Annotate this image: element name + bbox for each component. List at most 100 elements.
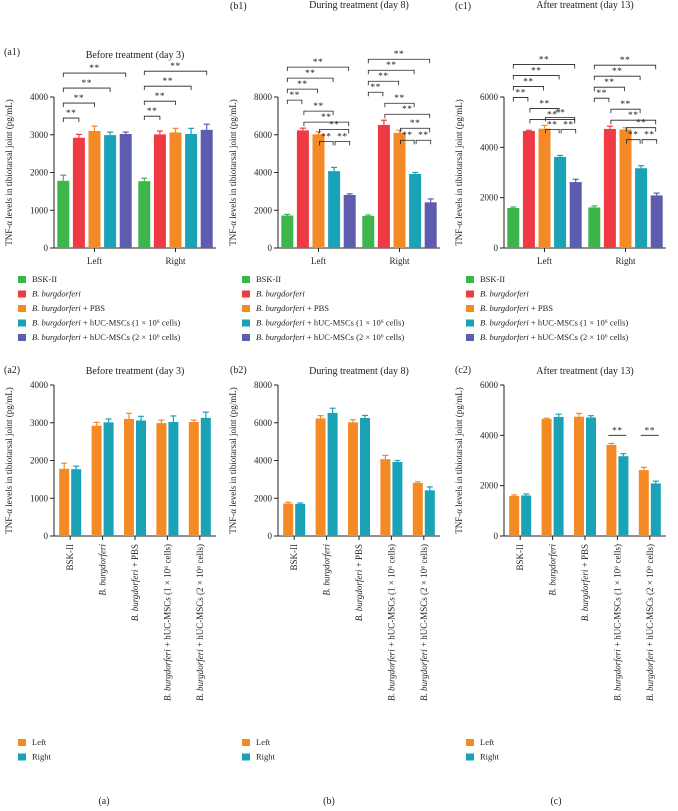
significance-label: ** [402,105,413,115]
bar [619,129,632,248]
chart-a1: Before treatment (day 3) TNF-α levels in … [4,50,216,266]
bar [169,132,182,248]
bar [360,418,370,536]
y-tick-label: 4000 [254,456,273,466]
y-tick-label: 6000 [480,92,499,102]
significance-bracket [62,87,111,93]
bar [618,456,629,536]
legend-swatch [18,290,26,298]
panel-label-a1: (a1) [4,47,20,58]
significance-label: ** [644,131,655,141]
significance-bracket [400,127,431,133]
significance-label: ** [313,58,324,68]
bar [153,134,166,248]
x-tick-label: B. burgdorferi [322,544,332,596]
bar [553,416,564,536]
significance-bracket [529,119,576,124]
bar [136,420,146,536]
y-tick-label: 2000 [480,193,499,203]
significance-bracket [512,64,576,69]
significance-label: ** [515,88,526,98]
legend-swatch [466,319,474,327]
side-legend-1: Left Right [242,737,276,762]
x-tick-label: B. burgdorferi [548,544,558,596]
significance-bracket [560,128,577,134]
legend-label: B. burgdorferi + hUC-MSCs (1 × 10⁶ cells… [480,318,628,328]
significance-bracket [593,75,641,81]
bar [588,207,601,248]
caption-a: (a) [98,796,109,807]
legend-label: Left [480,737,495,747]
bar [185,133,198,248]
bar [156,423,167,536]
panel-label-b2: (b2) [230,365,247,376]
chart-title: After treatment (day 13) [536,366,633,377]
group-legend-1: BSK-II B. burgdorferi B. burgdorferi + PBS… [242,274,404,342]
significance-label: ** [162,77,173,87]
significance-label: ** [596,89,607,99]
chart-b2: During treatment (day 8) TNF-α levels in … [228,366,440,701]
x-tick-label: B. burgdorferi + hUC-MSCs (2 × 10⁶ cells… [419,544,429,701]
x-tick-label: Right [389,256,410,266]
legend-swatch [18,305,26,312]
y-tick-label: 2000 [254,493,273,503]
legend-label: B. burgdorferi + PBS [256,303,329,313]
significance-bracket [512,86,544,91]
significance-label: ** [604,78,615,88]
significance-label: ** [321,132,332,142]
legend-label: BSK-II [32,274,57,284]
y-tick-label: 2000 [254,205,273,215]
bar [424,490,435,536]
legend-swatch [18,753,26,761]
y-tick-label: 3000 [30,130,49,140]
significance-label: ** [628,131,639,141]
significance-bracket [143,100,176,106]
x-tick-label: B. burgdorferi + PBS [580,544,590,621]
significance-label: ** [628,111,639,121]
significance-label: ** [289,91,300,101]
caption-b: (b) [323,796,335,807]
chart-title: After treatment (day 13) [536,0,633,11]
bar [283,503,294,536]
significance-bracket [512,75,560,80]
legend-label: Left [256,737,271,747]
significance-bracket [626,139,641,144]
significance-bracket [593,97,610,103]
significance-bracket [286,99,303,105]
significance-bracket [512,97,529,102]
y-tick-label: 0 [494,243,499,253]
y-tick-label: 4000 [480,430,499,440]
legend-label: Right [480,752,500,762]
significance-label: ** [370,83,381,93]
significance-label: ** [539,99,550,109]
chart-b1: During treatment (day 8) TNF-α levels in … [228,0,440,266]
legend-label: BSK-II [480,274,505,284]
bar [392,462,403,536]
y-axis-label: TNF-α levels in tibiotarsal joint (pg/mL… [454,387,464,533]
legend-label: B. burgdorferi [256,289,305,299]
significance-bracket [626,127,657,132]
bar [638,470,649,536]
bar [635,168,648,248]
charts-layer: Before treatment (day 3) TNF-α levels in … [4,0,666,701]
x-tick-label: B. burgdorferi + PBS [354,544,364,621]
significance-bracket [143,115,161,121]
bar [393,132,406,248]
chart-c1: After treatment (day 13) TNF-α levels in … [454,0,666,266]
bar [168,421,179,536]
y-tick-label: 4000 [480,142,499,152]
bar [327,412,338,536]
significance-label: ** [620,100,631,110]
y-tick-label: 3000 [30,418,49,428]
x-tick-label: BSK-II [289,544,299,571]
significance-bracket [367,91,384,97]
y-tick-label: 4000 [254,168,273,178]
bar [538,128,551,248]
bar [104,135,117,248]
significance-label: ** [394,94,405,104]
x-tick-label: Left [87,256,102,266]
panel-label-c1: (c1) [455,1,471,12]
y-tick-label: 2000 [30,168,49,178]
legend-swatch [466,305,474,312]
significance-label: ** [74,94,85,104]
